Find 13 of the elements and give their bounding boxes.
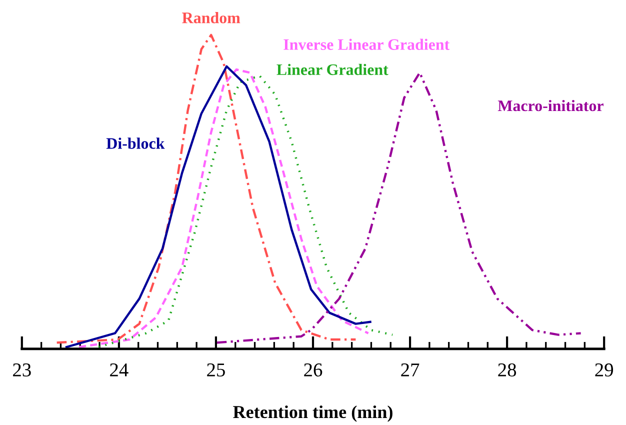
x-tick-label: 25 [207, 363, 225, 376]
series-label: Random [182, 12, 240, 24]
x-tick-label: 24 [110, 363, 128, 376]
text: Inverse Linear Gradient [284, 38, 450, 50]
x-tick-label: 27 [401, 363, 420, 376]
series-label: Di-block [106, 138, 165, 149]
x-tick-label: 28 [498, 363, 516, 376]
series-label: Linear Gradient [276, 64, 388, 76]
x-tick-label: 26 [304, 363, 322, 376]
text: Macro-initiator [498, 100, 604, 112]
x-axis-title: Retention time (min) [233, 405, 392, 422]
x-tick-label: 29 [595, 363, 614, 376]
x-tick-label: 23 [13, 363, 31, 376]
